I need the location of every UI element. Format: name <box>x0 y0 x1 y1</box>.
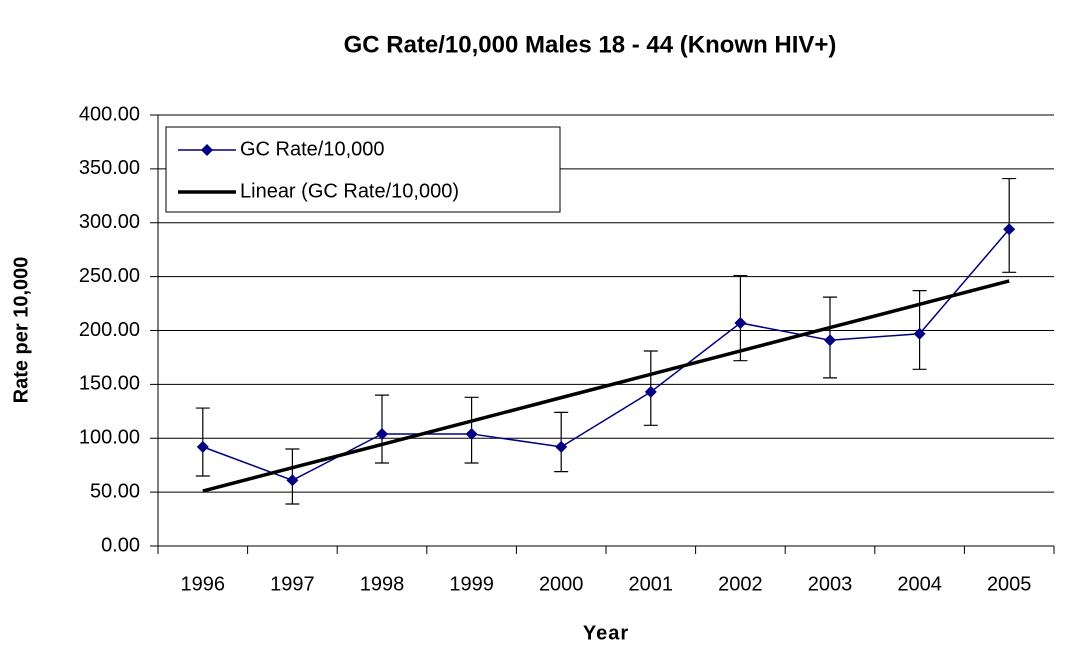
x-tick-label: 1996 <box>181 573 226 595</box>
y-tick-label: 400.00 <box>79 103 140 125</box>
marker <box>286 474 299 487</box>
y-tick-label: 250.00 <box>79 265 140 287</box>
x-tick-label: 2000 <box>539 573 584 595</box>
y-axis-label: Rate per 10,000 <box>10 257 32 404</box>
marker <box>913 327 926 340</box>
x-tick-label: 2005 <box>987 573 1032 595</box>
chart-title: GC Rate/10,000 Males 18 - 44 (Known HIV+… <box>344 31 837 58</box>
x-tick-label: 1999 <box>449 573 494 595</box>
marker <box>555 440 568 453</box>
y-tick-label: 100.00 <box>79 427 140 449</box>
y-tick-label: 50.00 <box>90 480 140 502</box>
y-tick-label: 350.00 <box>79 157 140 179</box>
series-line <box>202 279 1010 493</box>
x-axis-label: Year <box>583 622 629 644</box>
y-tick-label: 300.00 <box>79 211 140 233</box>
x-tick-label: 1998 <box>360 573 405 595</box>
marker <box>196 440 209 453</box>
marker <box>376 427 388 440</box>
marker <box>644 385 657 398</box>
legend-label: GC Rate/10,000 <box>240 138 385 160</box>
marker <box>824 334 836 347</box>
x-tick-label: 2002 <box>718 573 763 595</box>
legend-box <box>165 126 561 213</box>
y-tick-label: 0.00 <box>101 534 140 556</box>
y-tick-label: 200.00 <box>79 319 140 341</box>
x-tick-label: 2001 <box>629 573 674 595</box>
x-tick-label: 1997 <box>270 573 315 595</box>
x-tick-label: 2003 <box>808 573 853 595</box>
marker <box>734 316 747 329</box>
legend-marker <box>201 144 213 156</box>
x-tick-label: 2004 <box>897 573 942 595</box>
marker <box>1003 223 1016 236</box>
y-tick-label: 150.00 <box>79 373 140 395</box>
legend-label: Linear (GC Rate/10,000) <box>240 180 459 202</box>
series-line <box>202 228 1010 482</box>
marker <box>465 427 478 440</box>
